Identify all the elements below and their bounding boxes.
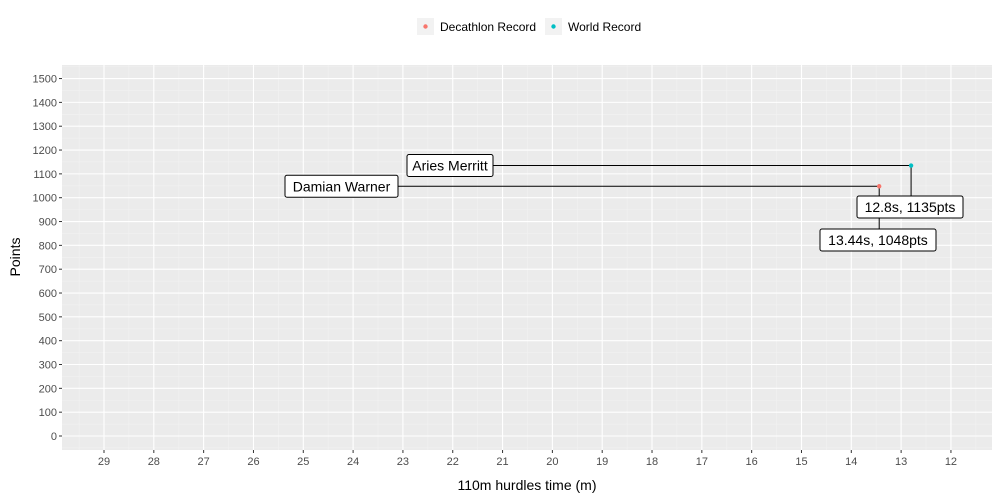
- x-tick-label: 17: [696, 456, 708, 468]
- x-axis: 29 28 27 26 25 24 23 22 21 20 19 18 17 16 15 14 13 12: [98, 450, 957, 468]
- x-tick-label: 12: [945, 456, 957, 468]
- legend-marker: [551, 24, 556, 29]
- x-tick-label: 14: [845, 456, 857, 468]
- legend: Decathlon Record World Record: [417, 18, 641, 35]
- y-tick-label: 500: [39, 312, 57, 324]
- value-label: 13.44s, 1048pts: [828, 232, 928, 248]
- x-tick-label: 29: [98, 456, 110, 468]
- x-tick-label: 24: [347, 456, 359, 468]
- x-tick-label: 22: [447, 456, 459, 468]
- y-axis-title: Points: [7, 238, 23, 277]
- y-tick-label: 1200: [33, 145, 57, 157]
- x-tick-label: 28: [148, 456, 160, 468]
- y-tick-label: 600: [39, 288, 57, 300]
- name-label: Damian Warner: [293, 178, 391, 194]
- y-axis: 0 100 200 300 400 500 600 700 800 900 1000 1100 1200…: [33, 74, 62, 443]
- value-label-box: [856, 195, 964, 219]
- data-point-world-record: [908, 163, 914, 168]
- y-tick-label: 200: [39, 383, 57, 395]
- x-tick-label: 20: [546, 456, 558, 468]
- x-tick-label: 27: [198, 456, 210, 468]
- y-tick-label: 0: [51, 431, 57, 443]
- x-tick-label: 16: [746, 456, 758, 468]
- y-tick-label: 300: [39, 360, 57, 372]
- name-label-box: [406, 154, 494, 178]
- x-tick-label: 21: [496, 456, 508, 468]
- y-tick-label: 1500: [33, 74, 57, 86]
- x-tick-label: 18: [646, 456, 658, 468]
- y-tick-label: 1100: [33, 169, 57, 181]
- legend-label: Decathlon Record: [440, 20, 536, 34]
- x-tick-label: 13: [895, 456, 907, 468]
- x-tick-label: 26: [247, 456, 259, 468]
- legend-marker: [423, 24, 428, 29]
- value-label-box: [819, 228, 937, 252]
- y-tick-label: 1000: [33, 193, 57, 205]
- name-label-box: [284, 174, 399, 198]
- y-tick-label: 900: [39, 217, 57, 229]
- x-tick-label: 15: [795, 456, 807, 468]
- grid: [62, 65, 992, 450]
- x-tick-label: 19: [596, 456, 608, 468]
- value-label: 12.8s, 1135pts: [865, 199, 956, 215]
- y-tick-label: 800: [39, 240, 57, 252]
- name-label: Aries Merritt: [412, 158, 488, 174]
- y-tick-label: 1400: [33, 97, 57, 109]
- data-layer: Damian Warner Aries Merritt 13.44s, 1048pt…: [284, 154, 964, 252]
- y-tick-label: 400: [39, 336, 57, 348]
- data-point-decathlon-record: [876, 184, 882, 189]
- legend-label: World Record: [568, 20, 641, 34]
- x-tick-label: 25: [297, 456, 309, 468]
- x-axis-title: 110m hurdles time (m): [457, 477, 596, 493]
- y-tick-label: 100: [39, 407, 57, 419]
- y-tick-label: 1300: [33, 121, 57, 133]
- x-tick-label: 23: [397, 456, 409, 468]
- y-tick-label: 700: [39, 264, 57, 276]
